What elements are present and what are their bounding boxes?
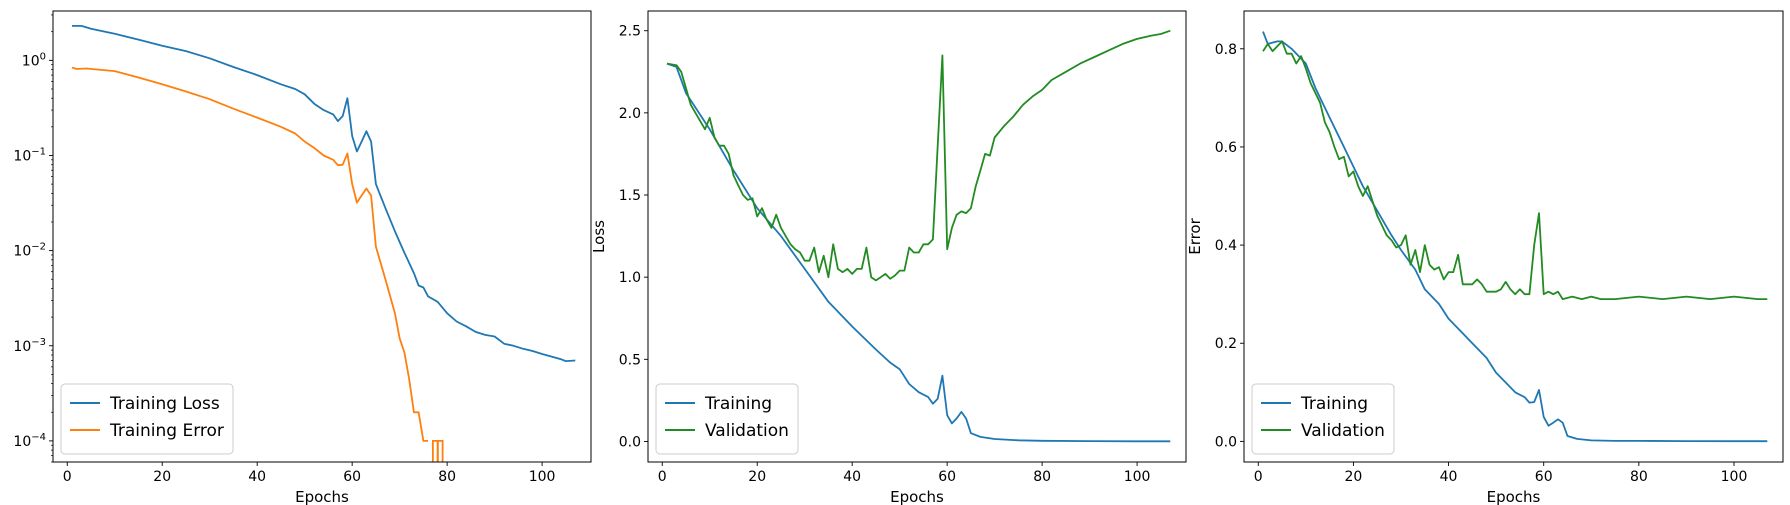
y-tick-label: 2.5 <box>619 24 641 40</box>
chart-panel-1: 0 20 40 60 80 100 100 10−1 10−2 10−3 10−4 Epochs Tra… <box>13 10 592 505</box>
plot-area <box>71 24 576 462</box>
y-tick-label: 0.0 <box>1215 434 1237 450</box>
plot-area <box>1262 31 1768 443</box>
legend-label: Validation <box>1301 421 1385 441</box>
y-axis-label: Loss <box>590 220 608 253</box>
y-tick-label: 100 <box>22 51 46 69</box>
y-tick-label: 0.8 <box>1215 42 1237 58</box>
x-tick-label: 40 <box>248 469 266 485</box>
chart-panel-2: 0 20 40 60 80 100 0.0 0.5 1.0 1.5 2.0 2.5 Epochs Loss… <box>590 10 1187 505</box>
axes-frame <box>52 10 592 463</box>
x-tick-label: 40 <box>843 469 861 485</box>
series-line-1 <box>666 62 1171 443</box>
x-tick-label: 100 <box>1124 469 1151 485</box>
plot-area <box>666 29 1171 443</box>
x-tick-label: 20 <box>748 469 766 485</box>
legend-label: Training <box>1300 394 1368 414</box>
x-tick-label: 80 <box>1033 469 1051 485</box>
y-tick-label: 0.2 <box>1215 336 1237 352</box>
x-tick-label: 0 <box>63 469 72 485</box>
y-tick-label: 2.0 <box>619 106 641 122</box>
legend-label: Training Loss <box>109 394 220 414</box>
y-tick-label: 1.5 <box>619 188 641 204</box>
legend-label: Validation <box>705 421 789 441</box>
series-line-1 <box>1262 31 1768 443</box>
legend: Training Validation <box>655 383 799 455</box>
y-tick-label: 0.0 <box>619 434 641 450</box>
series-blip <box>436 439 444 462</box>
legend-box <box>60 383 234 455</box>
x-tick-label: 80 <box>1630 469 1648 485</box>
x-axis-label: Epochs <box>1487 488 1541 505</box>
y-tick-label: 0.4 <box>1215 238 1237 254</box>
y-tick-label: 0.5 <box>619 352 641 368</box>
series-line-2 <box>71 66 429 442</box>
series-line-2 <box>666 29 1171 282</box>
series-line-2 <box>1262 40 1768 301</box>
axes-frame <box>1243 10 1784 463</box>
y-tick-label: 0.6 <box>1215 140 1237 156</box>
x-tick-label: 40 <box>1440 469 1458 485</box>
legend: Training Validation <box>1251 383 1395 455</box>
y-tick-label: 10−2 <box>13 242 46 260</box>
x-axis-label: Epochs <box>890 488 944 505</box>
x-tick-label: 20 <box>1345 469 1363 485</box>
y-tick-label: 10−3 <box>13 337 46 355</box>
axes-frame <box>647 10 1187 463</box>
x-tick-label: 0 <box>1254 469 1263 485</box>
legend: Training Loss Training Error <box>60 383 234 455</box>
legend-label: Training <box>704 394 772 414</box>
series-line-1 <box>72 24 576 363</box>
x-tick-label: 0 <box>658 469 667 485</box>
y-tick-label: 10−1 <box>13 146 46 164</box>
x-axis-label: Epochs <box>295 488 349 505</box>
x-tick-label: 60 <box>343 469 361 485</box>
y-tick-label: 10−4 <box>13 432 46 450</box>
x-tick-label: 60 <box>1535 469 1553 485</box>
x-tick-label: 80 <box>438 469 456 485</box>
y-axis-label: Error <box>1186 217 1204 254</box>
x-tick-label: 100 <box>1721 469 1748 485</box>
legend-box <box>655 383 799 455</box>
x-tick-label: 60 <box>938 469 956 485</box>
chart-panel-3: 0 20 40 60 80 100 0.0 0.2 0.4 0.6 0.8 Epochs Error Tr… <box>1186 10 1784 505</box>
legend-label: Training Error <box>109 421 224 441</box>
x-tick-label: 100 <box>529 469 556 485</box>
x-tick-label: 20 <box>153 469 171 485</box>
y-tick-label: 1.0 <box>619 270 641 286</box>
legend-box <box>1251 383 1395 455</box>
